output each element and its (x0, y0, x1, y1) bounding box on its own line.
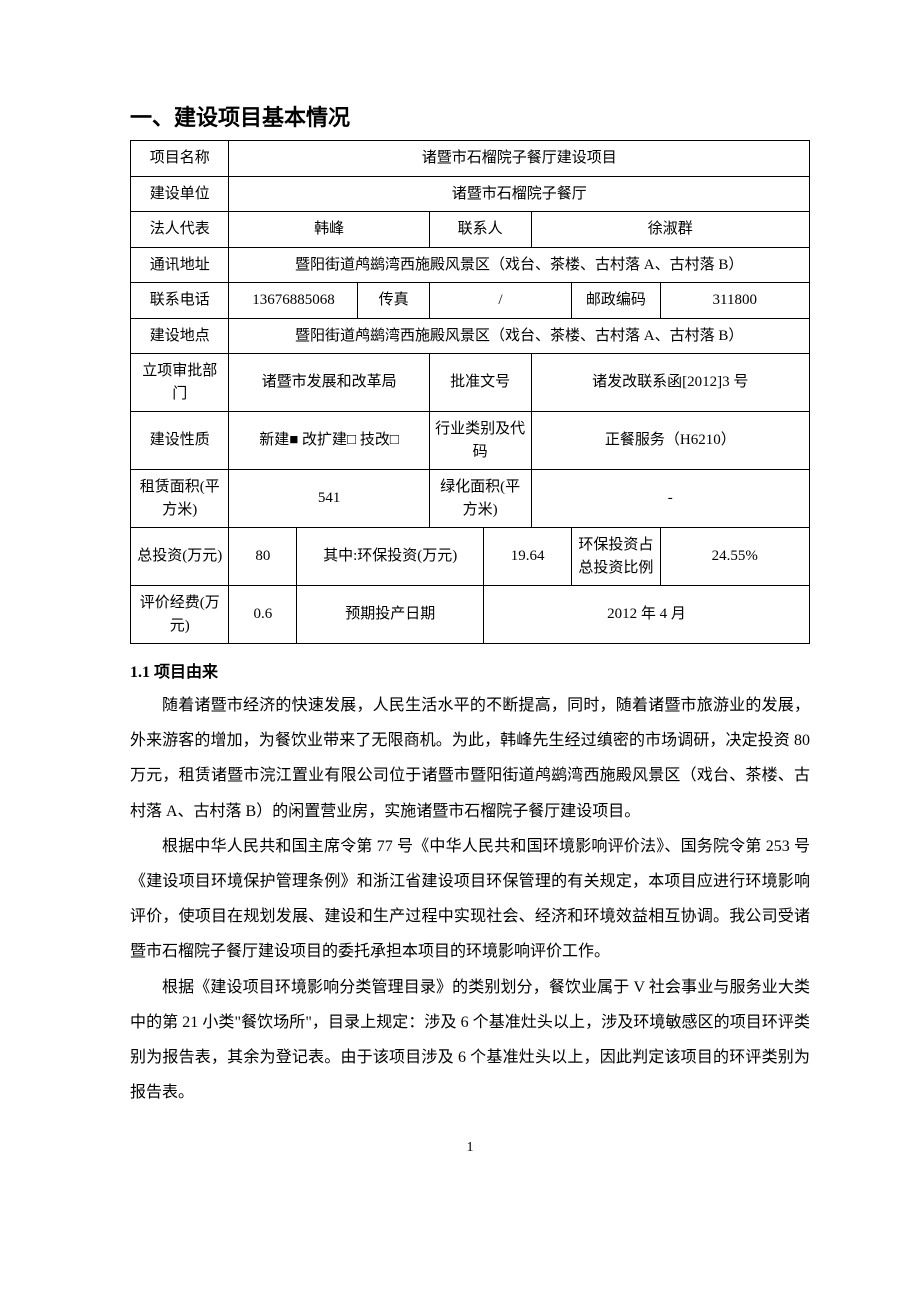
table-row: 建设地点 暨阳街道鸬鹚湾西施殿风景区（戏台、茶楼、古村落 A、古村落 B） (131, 318, 810, 354)
paragraph: 根据《建设项目环境影响分类管理目录》的类别划分，餐饮业属于 V 社会事业与服务业… (130, 970, 810, 1111)
cell-label: 预期投产日期 (297, 586, 484, 644)
table-row: 租赁面积(平方米) 541 绿化面积(平方米) - (131, 470, 810, 528)
cell-label: 绿化面积(平方米) (429, 470, 531, 528)
table-row: 总投资(万元) 80 其中:环保投资(万元) 19.64 环保投资占总投资比例 … (131, 528, 810, 586)
cell-value: 311800 (660, 283, 809, 319)
cell-value: 诸发改联系函[2012]3 号 (531, 354, 809, 412)
document-page: 一、建设项目基本情况 项目名称 诸暨市石榴院子餐厅建设项目 建设单位 诸暨市石榴… (0, 0, 920, 1216)
cell-label: 环保投资占总投资比例 (572, 528, 660, 586)
cell-label: 通讯地址 (131, 247, 229, 283)
cell-label: 邮政编码 (572, 283, 660, 319)
cell-label: 建设单位 (131, 176, 229, 212)
subsection-title: 1.1 项目由来 (130, 658, 810, 682)
cell-value: 新建■ 改扩建□ 技改□ (229, 412, 429, 470)
cell-value: 13676885068 (229, 283, 358, 319)
cell-value: 诸暨市石榴院子餐厅建设项目 (229, 141, 810, 177)
cell-label: 建设地点 (131, 318, 229, 354)
cell-value: - (531, 470, 809, 528)
table-row: 通讯地址 暨阳街道鸬鹚湾西施殿风景区（戏台、茶楼、古村落 A、古村落 B） (131, 247, 810, 283)
cell-value: / (429, 283, 572, 319)
table-row: 建设单位 诸暨市石榴院子餐厅 (131, 176, 810, 212)
cell-label: 租赁面积(平方米) (131, 470, 229, 528)
cell-label: 建设性质 (131, 412, 229, 470)
cell-label: 传真 (358, 283, 429, 319)
cell-label: 联系人 (429, 212, 531, 248)
cell-value: 0.6 (229, 586, 297, 644)
table-row: 法人代表 韩峰 联系人 徐淑群 (131, 212, 810, 248)
paragraph: 随着诸暨市经济的快速发展，人民生活水平的不断提高，同时，随着诸暨市旅游业的发展，… (130, 688, 810, 829)
cell-value: 正餐服务（H6210） (531, 412, 809, 470)
cell-label: 项目名称 (131, 141, 229, 177)
project-info-table: 项目名称 诸暨市石榴院子餐厅建设项目 建设单位 诸暨市石榴院子餐厅 法人代表 韩… (130, 140, 810, 644)
cell-label: 批准文号 (429, 354, 531, 412)
table-row: 建设性质 新建■ 改扩建□ 技改□ 行业类别及代码 正餐服务（H6210） (131, 412, 810, 470)
cell-label: 立项审批部门 (131, 354, 229, 412)
cell-label: 总投资(万元) (131, 528, 229, 586)
cell-label: 法人代表 (131, 212, 229, 248)
cell-label: 行业类别及代码 (429, 412, 531, 470)
cell-value: 诸暨市石榴院子餐厅 (229, 176, 810, 212)
cell-value: 韩峰 (229, 212, 429, 248)
table-row: 联系电话 13676885068 传真 / 邮政编码 311800 (131, 283, 810, 319)
cell-value: 24.55% (660, 528, 809, 586)
cell-label: 评价经费(万元) (131, 586, 229, 644)
cell-value: 诸暨市发展和改革局 (229, 354, 429, 412)
cell-label: 其中:环保投资(万元) (297, 528, 484, 586)
page-number: 1 (130, 1140, 810, 1156)
table-row: 评价经费(万元) 0.6 预期投产日期 2012 年 4 月 (131, 586, 810, 644)
cell-value: 2012 年 4 月 (484, 586, 810, 644)
table-row: 项目名称 诸暨市石榴院子餐厅建设项目 (131, 141, 810, 177)
table-row: 立项审批部门 诸暨市发展和改革局 批准文号 诸发改联系函[2012]3 号 (131, 354, 810, 412)
paragraph: 根据中华人民共和国主席令第 77 号《中华人民共和国环境影响评价法》、国务院令第… (130, 829, 810, 970)
cell-value: 80 (229, 528, 297, 586)
body-text: 随着诸暨市经济的快速发展，人民生活水平的不断提高，同时，随着诸暨市旅游业的发展，… (130, 688, 810, 1110)
section-title: 一、建设项目基本情况 (130, 100, 810, 132)
cell-value: 暨阳街道鸬鹚湾西施殿风景区（戏台、茶楼、古村落 A、古村落 B） (229, 247, 810, 283)
cell-value: 541 (229, 470, 429, 528)
cell-label: 联系电话 (131, 283, 229, 319)
cell-value: 暨阳街道鸬鹚湾西施殿风景区（戏台、茶楼、古村落 A、古村落 B） (229, 318, 810, 354)
cell-value: 徐淑群 (531, 212, 809, 248)
cell-value: 19.64 (484, 528, 572, 586)
